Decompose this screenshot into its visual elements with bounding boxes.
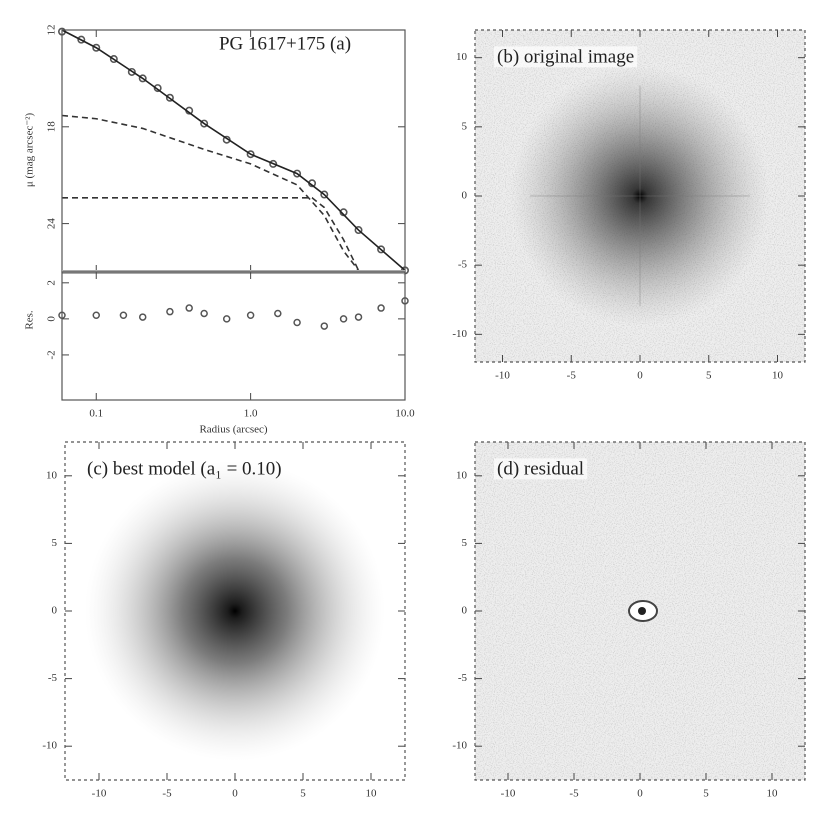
- y-tick-label: -5: [48, 672, 58, 684]
- residual-point: [320, 322, 329, 330]
- x-tick-label: -10: [501, 788, 516, 800]
- source: [510, 66, 770, 326]
- x-tick-label: 0: [637, 788, 643, 800]
- y-tick-label: 5: [462, 537, 468, 549]
- y-tick-label: 0: [462, 605, 468, 617]
- y-tick-label: 10: [456, 51, 468, 63]
- y-tick-label: 2: [46, 280, 58, 286]
- x-tick-label: 5: [706, 370, 712, 382]
- residual-point: [377, 304, 385, 312]
- residual-point: [222, 315, 231, 323]
- frame: [474, 29, 806, 363]
- source: [85, 461, 385, 761]
- y-tick-label: -5: [458, 672, 468, 684]
- y-tick-label: -2: [46, 350, 58, 359]
- x-tick-label: 10: [767, 788, 779, 800]
- y-tick-label: 0: [46, 316, 58, 322]
- panel-title: (c) best model (a₁ = 0.10): [87, 458, 282, 479]
- y-tick-label: -5: [458, 259, 468, 271]
- data-point: [246, 150, 255, 159]
- frame: [61, 271, 406, 401]
- data-point: [200, 119, 209, 128]
- data-point: [153, 84, 162, 93]
- y-tick-label: 10: [46, 469, 58, 481]
- x-tick-label: 5: [703, 788, 709, 800]
- y-tick-label: 0: [52, 605, 58, 617]
- image: [475, 30, 805, 362]
- panel-title: (d) residual: [497, 458, 584, 479]
- residual-point: [246, 311, 255, 320]
- y-tick-label: -10: [42, 740, 57, 752]
- panel-title: (b) original image: [497, 46, 634, 67]
- x-tick-label: 10: [366, 788, 378, 800]
- residual-core: [638, 607, 646, 615]
- data-point: [320, 190, 329, 199]
- y-tick-label: 10: [456, 469, 468, 481]
- x-tick-label: 5: [300, 788, 306, 800]
- data-point: [165, 93, 174, 102]
- x-tick-label: 0: [637, 370, 643, 382]
- x-tick-label: -5: [162, 788, 172, 800]
- residual-point: [166, 307, 174, 316]
- x-tick-label: -10: [495, 370, 510, 382]
- y-tick-label: 12: [46, 25, 58, 36]
- x-tick-label: 10.0: [395, 408, 415, 420]
- y-tick-label: 24: [46, 218, 58, 230]
- residual-point: [339, 315, 348, 323]
- data-point: [127, 67, 136, 76]
- frame: [64, 441, 406, 781]
- y-tick-label: -10: [452, 740, 467, 752]
- y-axis-label: Res.: [24, 310, 36, 330]
- residual-point: [92, 311, 100, 320]
- data-point: [354, 226, 363, 235]
- data-point: [77, 35, 86, 44]
- y-tick-label: 5: [52, 537, 58, 549]
- y-axis-label: μ (mag arcsec⁻²): [24, 113, 36, 188]
- data-point: [109, 55, 118, 64]
- model-line: [61, 114, 360, 271]
- y-tick-label: 18: [46, 121, 58, 133]
- residual-point: [185, 304, 193, 312]
- residual-point: [354, 313, 363, 321]
- data-point: [92, 43, 101, 52]
- x-tick-label: 10: [772, 370, 784, 382]
- title-bg: [494, 458, 588, 480]
- residual-point: [274, 309, 282, 318]
- residual-point: [138, 313, 147, 321]
- image: [65, 442, 405, 780]
- data-point: [138, 74, 147, 83]
- title-bg: [494, 46, 638, 68]
- y-tick-label: 0: [462, 190, 468, 202]
- model-line: [61, 29, 406, 271]
- data-point: [269, 159, 278, 168]
- y-tick-label: -10: [452, 328, 467, 340]
- y-tick-label: 5: [462, 120, 468, 132]
- frame: [61, 29, 406, 273]
- x-tick-label: -10: [92, 788, 107, 800]
- image: [475, 442, 805, 780]
- x-tick-label: -5: [567, 370, 577, 382]
- data-point: [293, 169, 302, 178]
- residual-point: [293, 318, 301, 327]
- residual-point: [200, 309, 208, 318]
- x-axis-label: Radius (arcsec): [199, 424, 267, 436]
- x-tick-label: 0: [232, 788, 238, 800]
- model-line: [62, 196, 360, 271]
- chart-title: PG 1617+175 (a): [219, 33, 351, 54]
- x-tick-label: 0.1: [89, 408, 103, 420]
- x-tick-label: -5: [569, 788, 579, 800]
- data-point: [377, 245, 386, 254]
- residual-point: [119, 311, 128, 320]
- x-tick-label: 1.0: [244, 408, 258, 420]
- frame: [474, 441, 806, 781]
